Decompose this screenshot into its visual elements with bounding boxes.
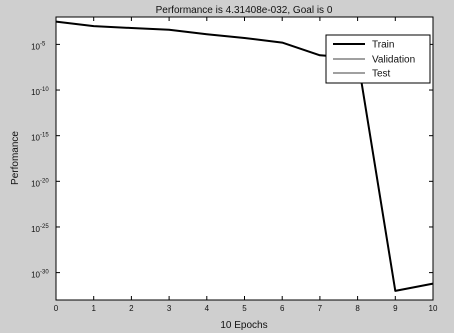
y-tick-label: 10: [31, 42, 40, 51]
x-tick-label: 6: [280, 304, 285, 313]
x-tick-label: 0: [54, 304, 59, 313]
x-tick-label: 9: [393, 304, 398, 313]
y-tick-exponent: -25: [40, 224, 49, 230]
y-tick-label: 10: [31, 271, 40, 280]
x-tick-label: 2: [129, 304, 134, 313]
y-tick-label: 10: [31, 134, 40, 143]
legend-label-train: Train: [372, 40, 394, 51]
y-tick-label: 10: [31, 88, 40, 97]
chart-title: Performance is 4.31408e-032, Goal is 0: [156, 5, 333, 16]
x-tick-label: 7: [318, 304, 323, 313]
y-tick-exponent: -15: [40, 133, 49, 139]
x-tick-label: 10: [429, 304, 438, 313]
series-layer: [55, 20, 434, 292]
x-tick-label: 4: [205, 304, 210, 313]
x-axis-ticks: 0 1 2 3 4 5 6 7 8 9 10: [54, 17, 438, 313]
x-tick-label: 1: [91, 304, 96, 313]
x-tick-label: 5: [242, 304, 247, 313]
legend: Train Validation Test: [325, 34, 431, 84]
y-tick-exponent: -30: [40, 270, 49, 276]
y-axis-label: Perfomance: [10, 131, 21, 185]
y-tick-exponent: -5: [40, 41, 46, 47]
x-tick-label: 3: [167, 304, 172, 313]
y-tick-label: 10: [31, 179, 40, 188]
x-tick-label: 8: [355, 304, 360, 313]
y-tick-label: 10: [31, 225, 40, 234]
legend-label-validation: Validation: [372, 55, 415, 66]
y-tick-exponent: -20: [40, 178, 49, 184]
series-line-train: [55, 20, 434, 292]
x-axis-label: 10 Epochs: [220, 320, 267, 331]
y-tick-exponent: -10: [40, 87, 49, 93]
legend-label-test: Test: [372, 69, 391, 80]
